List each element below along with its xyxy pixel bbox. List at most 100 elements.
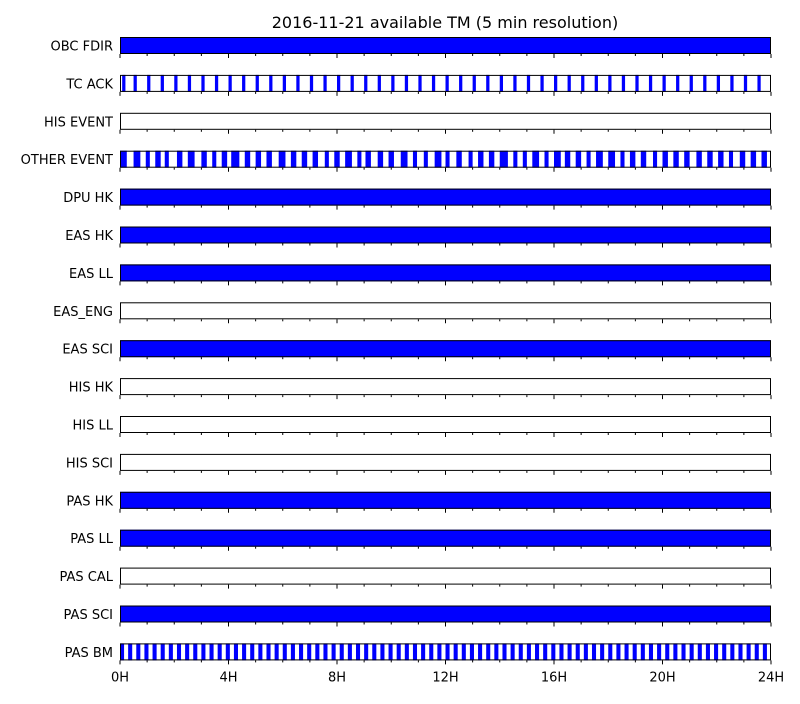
availability-segment xyxy=(431,74,436,92)
row-his-ll: HIS LL xyxy=(73,416,772,437)
availability-segment xyxy=(334,150,340,168)
availability-segment xyxy=(575,150,582,168)
availability-segment xyxy=(233,643,238,661)
availability-segment xyxy=(350,74,354,92)
availability-segment xyxy=(478,643,483,661)
availability-segment xyxy=(648,74,653,92)
row-other-event: OTHER EVENT xyxy=(21,150,772,172)
availability-segment xyxy=(532,150,540,168)
availability-segment xyxy=(299,643,304,661)
row-frame xyxy=(120,37,771,54)
availability-segment xyxy=(718,150,724,168)
availability-segment xyxy=(396,643,401,661)
row-frame xyxy=(120,264,771,282)
availability-segment xyxy=(594,74,598,92)
availability-segment xyxy=(128,643,133,661)
row-tc-ack: TC ACK xyxy=(65,74,772,96)
row-frame xyxy=(120,378,771,396)
availability-segment xyxy=(242,643,247,661)
row-eas-eng: EAS_ENG xyxy=(53,302,772,324)
row-label: OTHER EVENT xyxy=(21,153,113,168)
availability-segment xyxy=(478,150,484,168)
row-label: PAS HK xyxy=(66,494,113,509)
row-eas-sci: EAS SCI xyxy=(62,340,772,362)
availability-segment xyxy=(160,74,164,92)
availability-segment xyxy=(499,74,504,92)
availability-segment xyxy=(122,74,126,92)
availability-segment xyxy=(522,150,527,168)
row-pas-bm: PAS BM xyxy=(65,643,772,665)
availability-segment xyxy=(486,74,490,92)
availability-segment xyxy=(624,643,629,661)
availability-segment xyxy=(445,74,449,92)
availability-segment xyxy=(404,74,409,92)
availability-segment xyxy=(380,643,385,661)
availability-segment xyxy=(312,150,319,168)
availability-segment xyxy=(684,150,690,168)
availability-segment xyxy=(714,643,719,661)
row-label: PAS SCI xyxy=(64,608,113,623)
row-frame xyxy=(120,453,771,471)
availability-segment xyxy=(152,643,157,661)
availability-segment xyxy=(255,74,259,92)
availability-segment xyxy=(290,643,295,661)
availability-segment xyxy=(629,150,636,168)
availability-segment xyxy=(502,643,507,661)
availability-segment xyxy=(301,150,308,168)
availability-segment xyxy=(762,643,767,661)
row-pas-sci: PAS SCI xyxy=(64,605,772,627)
availability-segment xyxy=(739,150,746,168)
availability-segment xyxy=(185,643,190,661)
availability-segment xyxy=(160,643,165,661)
availability-segment xyxy=(600,643,605,661)
availability-segment xyxy=(412,643,418,661)
row-his-event: HIS EVENT xyxy=(44,112,772,134)
availability-segment xyxy=(266,150,272,168)
row-his-sci: HIS SCI xyxy=(66,453,772,475)
availability-segment xyxy=(730,74,734,92)
row-pas-cal: PAS CAL xyxy=(60,567,772,589)
row-frame xyxy=(120,567,771,585)
availability-segment xyxy=(621,74,626,92)
availability-segment xyxy=(225,643,230,661)
availability-segment xyxy=(689,643,694,661)
availability-segment xyxy=(681,643,686,661)
availability-segment xyxy=(722,643,727,661)
availability-segment xyxy=(459,74,463,92)
availability-segment xyxy=(209,643,214,661)
row-pas-ll: PAS LL xyxy=(70,529,772,551)
availability-segment xyxy=(357,150,362,168)
availability-segment xyxy=(640,150,647,168)
availability-segment xyxy=(176,150,183,168)
availability-segment xyxy=(136,643,141,661)
availability-segment xyxy=(761,150,767,168)
availability-segment xyxy=(499,150,508,168)
availability-segment xyxy=(364,74,368,92)
availability-segment xyxy=(221,150,228,168)
availability-segment xyxy=(754,643,759,661)
availability-segment xyxy=(716,74,721,92)
availability-segment xyxy=(355,643,361,661)
availability-segment xyxy=(738,643,743,661)
row-label: EAS_ENG xyxy=(53,305,113,320)
availability-segment xyxy=(743,74,748,92)
availability-segment xyxy=(559,643,564,661)
availability-segment xyxy=(296,74,300,92)
availability-segment xyxy=(168,643,173,661)
availability-segment xyxy=(472,74,476,92)
availability-segment xyxy=(133,150,141,168)
availability-segment xyxy=(591,643,597,661)
row-label: DPU HK xyxy=(63,191,113,206)
availability-segment xyxy=(255,150,262,168)
availability-segment xyxy=(535,643,540,661)
availability-segment xyxy=(750,150,757,168)
availability-segment xyxy=(608,643,613,661)
row-frame xyxy=(120,529,771,547)
x-axis: 0H 4H 8H 12H 16H 20H 24H xyxy=(111,670,784,685)
availability-segment xyxy=(453,643,458,661)
availability-segment xyxy=(258,643,263,661)
availability-segment xyxy=(364,643,369,661)
availability-segment xyxy=(616,643,621,661)
